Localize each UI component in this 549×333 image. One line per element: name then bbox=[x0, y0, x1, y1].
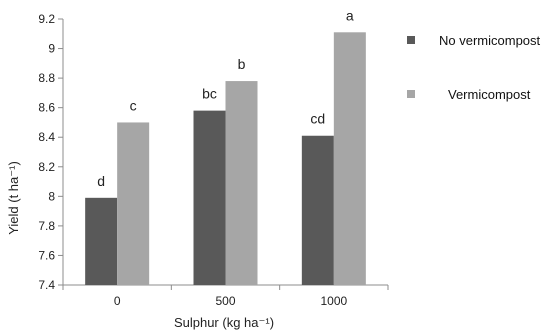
significance-label: b bbox=[238, 56, 246, 72]
y-tick-label: 8.8 bbox=[38, 71, 55, 85]
y-tick-label: 8.4 bbox=[38, 130, 55, 144]
y-tick-label: 8.2 bbox=[38, 160, 55, 174]
legend-label: Vermicompost bbox=[448, 87, 531, 102]
bars bbox=[85, 32, 366, 285]
bar-vermicompost bbox=[225, 81, 258, 285]
significance-labels: d c bc b cd a bbox=[97, 7, 354, 189]
bar-no-vermicompost bbox=[85, 197, 118, 285]
significance-label: cd bbox=[310, 111, 325, 127]
y-tick-label: 8.6 bbox=[38, 101, 55, 115]
legend-label: No vermicompost bbox=[439, 33, 541, 48]
legend-swatch bbox=[407, 36, 415, 44]
significance-label: c bbox=[130, 97, 137, 113]
significance-label: d bbox=[97, 173, 105, 189]
significance-label: bc bbox=[202, 86, 217, 102]
y-tick-label: 7.4 bbox=[38, 278, 55, 292]
x-tick-label: 1000 bbox=[320, 294, 347, 308]
bar-no-vermicompost bbox=[193, 110, 226, 285]
bar-vermicompost bbox=[333, 32, 366, 285]
y-tick-label: 9 bbox=[48, 42, 55, 56]
x-tick-label: 0 bbox=[114, 294, 121, 308]
bar-vermicompost bbox=[117, 122, 150, 285]
y-tick-label: 9.2 bbox=[38, 12, 55, 26]
y-axis-ticks: 7.4 7.6 7.8 8 8.2 8.4 8.6 8.8 9 9.2 bbox=[38, 12, 63, 292]
x-axis-label: Sulphur (kg ha⁻¹) bbox=[174, 315, 274, 330]
legend-swatch bbox=[407, 90, 415, 98]
bar-no-vermicompost bbox=[301, 135, 334, 285]
significance-label: a bbox=[346, 7, 354, 23]
legend: No vermicompost Vermicompost bbox=[407, 33, 541, 102]
y-axis-label: Yield (t ha⁻¹) bbox=[6, 161, 21, 235]
x-tick-label: 500 bbox=[215, 294, 235, 308]
y-tick-label: 8 bbox=[48, 189, 55, 203]
x-axis-ticks: 0 500 1000 bbox=[62, 285, 389, 308]
y-tick-label: 7.6 bbox=[38, 248, 55, 262]
y-tick-label: 7.8 bbox=[38, 219, 55, 233]
